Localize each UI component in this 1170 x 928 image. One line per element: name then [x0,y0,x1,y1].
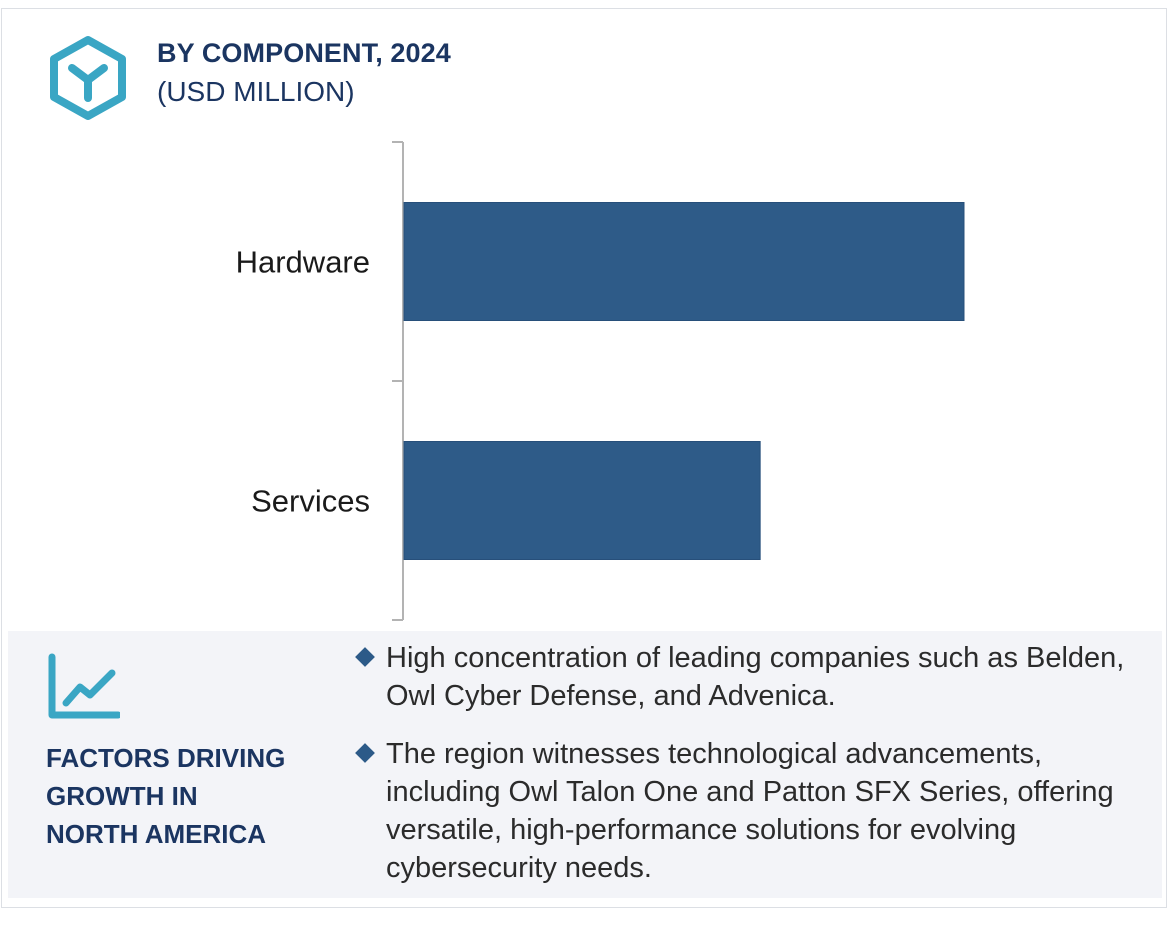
factors-title-line: FACTORS DRIVING [46,743,286,773]
cube-icon [50,36,126,120]
category-label: Hardware [236,245,370,280]
category-label: Services [251,484,370,519]
factors-panel: FACTORS DRIVING GROWTH IN NORTH AMERICA … [8,631,1162,898]
factors-title-line: NORTH AMERICA [46,819,267,849]
list-item: High concentration of leading companies … [354,639,1144,715]
bar-services [403,441,761,560]
factors-title: FACTORS DRIVING GROWTH IN NORTH AMERICA [46,739,336,853]
trend-chart-icon [48,653,120,719]
diamond-bullet-icon [355,647,375,667]
chart-subtitle: (USD MILLION) [157,76,355,107]
bar-chart: Hardware Services [236,141,965,621]
factors-title-line: GROWTH IN [46,781,198,811]
chart-title: BY COMPONENT, 2024 [157,38,451,68]
factors-list: High concentration of leading companies … [354,639,1144,907]
bar-hardware [403,202,965,321]
bullet-text: The region witnesses technological advan… [386,738,1114,884]
diamond-bullet-icon [355,743,375,763]
list-item: The region witnesses technological advan… [354,735,1144,887]
bullet-text: High concentration of leading companies … [386,642,1125,712]
